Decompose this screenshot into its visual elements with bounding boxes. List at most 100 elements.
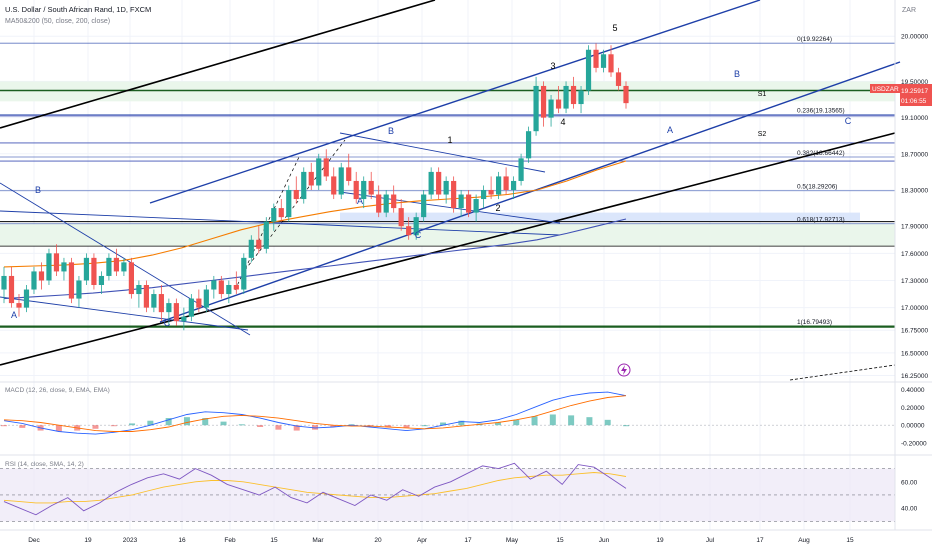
candle-body [488, 190, 494, 195]
ma-label[interactable]: MA50&200 (50, close, 200, close) [5, 18, 110, 25]
macd-histogram-bar [568, 415, 575, 426]
macd-histogram-bar [458, 420, 465, 426]
time-tick: Dec [28, 537, 40, 544]
candle-body [436, 171, 442, 195]
candle-body [353, 180, 359, 200]
candle-body [593, 49, 599, 68]
wave-label: A [667, 125, 673, 135]
candle-body [316, 158, 322, 186]
candle-body [406, 226, 412, 236]
candle-body [518, 158, 524, 181]
time-tick: 20 [374, 537, 382, 544]
lightning-icon[interactable] [617, 363, 631, 377]
price-tick: 17.90000 [901, 224, 928, 231]
candle-body [278, 208, 284, 218]
candle-body [600, 54, 607, 68]
candle-body [98, 275, 105, 285]
rsi-sma-line [3, 472, 627, 504]
wave-label: B [734, 69, 740, 79]
candle-body [188, 298, 194, 317]
price-tick: 19.50000 [901, 79, 928, 86]
macd-label[interactable]: MACD (12, 26, close, 9, EMA, EMA) [5, 387, 110, 394]
price-tick: 16.50000 [901, 350, 928, 357]
candle-body [211, 280, 217, 290]
candle-body [623, 85, 629, 104]
macd-histogram-bar [202, 418, 209, 426]
candle-body [361, 180, 367, 200]
candle-body [271, 208, 277, 222]
candle-body [413, 217, 419, 236]
candle-body [555, 99, 562, 109]
time-tick: 19 [84, 537, 92, 544]
macd-tick: 0.00000 [901, 423, 925, 430]
candle-body [38, 271, 45, 281]
candle-body [76, 280, 82, 299]
candle-body [203, 289, 209, 308]
fib-618-zone [340, 212, 860, 222]
time-tick: 16 [178, 537, 186, 544]
price-tick: 16.75000 [901, 328, 928, 335]
candle-body [8, 275, 15, 304]
trend-line [789, 364, 896, 381]
macd-histogram-bar [385, 425, 392, 427]
wave-label: 5 [612, 23, 617, 33]
candle-body [540, 85, 547, 118]
trend-channels[interactable] [0, 0, 901, 381]
fib-labels: 0(19.92264) 0.236(19.13565) 0.382(18.66442… [797, 36, 845, 326]
macd-tick: -0.20000 [901, 441, 927, 448]
symbol-title[interactable]: U.S. Dollar / South African Rand, 1D, FX… [5, 5, 151, 14]
trend-line [0, 132, 896, 366]
candle-body [421, 194, 427, 218]
macd-histogram-bar [293, 425, 300, 431]
candle-body [143, 285, 149, 308]
trend-line [0, 210, 561, 236]
candle-body [338, 167, 344, 195]
candle-body [615, 72, 622, 86]
macd-histogram-bar [312, 425, 318, 430]
candle-body [263, 221, 269, 249]
candle-body [233, 285, 239, 290]
price-tick: 16.25000 [901, 373, 928, 380]
price-badge: USDZAR 19.25917 01:06:55 [870, 84, 932, 106]
candle-body [16, 303, 22, 308]
price-tick: 17.30000 [901, 278, 928, 285]
candle-body [473, 199, 479, 213]
macd-tick: 0.40000 [901, 387, 925, 394]
candle-body [451, 180, 457, 209]
candle-body [181, 316, 187, 322]
signal-line [3, 395, 627, 432]
candle-body [91, 257, 97, 285]
wave-label: S1 [758, 91, 767, 98]
time-tick: 15 [270, 537, 278, 544]
candle-body [31, 271, 37, 290]
macd-histogram-bar [238, 424, 245, 426]
macd-histogram-bar [183, 417, 190, 426]
candle-body [136, 285, 142, 295]
shaded-zones [0, 81, 895, 247]
macd-histogram-bar [494, 422, 501, 426]
symbol-badge: USDZAR [872, 86, 899, 93]
time-tick: Feb [224, 537, 236, 544]
macd-histogram-bar [147, 420, 154, 426]
wave-label: 4 [560, 117, 565, 127]
fib-label: 1(16.79493) [797, 319, 832, 326]
fib-label: 0.618(17.92713) [797, 217, 845, 224]
macd-histogram-bar [604, 419, 611, 426]
candle-body [563, 85, 569, 109]
wave-annotations: A B C A B C 1 2 3 4 5 A B C S1 S2 [11, 23, 852, 328]
candle-body [525, 131, 532, 159]
macd-histogram-bar [92, 425, 99, 429]
candle-body [158, 294, 164, 313]
macd-histogram-bar [1, 425, 7, 427]
time-tick: 17 [464, 537, 472, 544]
candle-body [196, 298, 202, 308]
price-tick: 19.10000 [901, 115, 928, 122]
rsi-tick: 40.00 [901, 506, 918, 513]
time-tick: May [506, 537, 519, 544]
rsi-label[interactable]: RSI (14, close, SMA, 14, 2) [5, 461, 84, 468]
candle-body [226, 285, 232, 295]
candle-body [218, 280, 224, 295]
candle-body [391, 194, 397, 209]
